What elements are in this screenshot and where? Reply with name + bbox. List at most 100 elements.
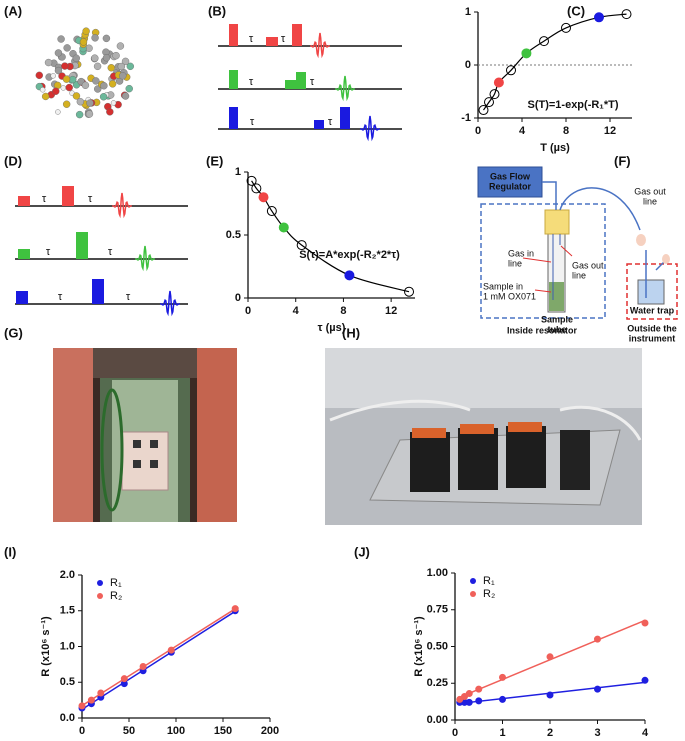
pulse [92,279,104,304]
diagram-label: Sample in [483,281,523,291]
tau-label: τ [58,291,63,303]
marker [641,676,649,684]
y-tick-label: 1 [235,166,241,178]
marker [404,286,415,297]
atom [65,83,73,92]
atom [100,82,108,90]
x-axis-label: T (µs) [540,142,570,154]
marker [344,270,355,281]
marker [489,89,500,100]
tau-label: τ [88,193,93,205]
marker [139,663,147,671]
marker [621,9,632,20]
pulse [62,186,74,206]
atom [93,62,102,71]
marker [120,675,128,683]
x-tick-label: 150 [214,725,232,737]
atom [69,75,77,84]
marker [266,206,277,217]
x-tick-label: 200 [261,725,279,737]
x-tick-label: 8 [340,305,346,317]
y-tick-label: 1.0 [60,640,75,652]
atom [54,66,63,75]
marker [465,690,473,698]
atom [102,34,111,43]
marker [97,689,105,697]
marker [561,22,571,33]
diagram-label: Sample [541,314,573,324]
atom [116,42,125,50]
tau-label: τ [42,193,47,205]
pulse [76,232,88,259]
diagram-label: Inside resonator [507,325,578,335]
x-tick-label: 0 [452,727,458,739]
y-tick-label: 2.0 [60,569,75,581]
x-tick-label: 2 [547,727,553,739]
atom [121,57,130,66]
atom [55,109,61,115]
panel-label: (H) [342,325,360,340]
y-tick-label: 1 [465,6,471,18]
panel-label: (C) [567,3,585,18]
atom [39,87,46,93]
diagram-label: Gas Flow [490,171,531,181]
echo [135,245,155,272]
panel-label: (G) [4,325,23,340]
atom [75,110,84,119]
tau-label: τ [126,291,131,303]
marker [594,635,601,643]
diagram-label: 1 mM OX071 [483,291,536,301]
marker [506,65,516,76]
tau-label: τ [108,246,113,258]
legend-marker [470,578,476,584]
diagram-label: line [643,196,657,206]
panel-label: (I) [4,544,16,559]
pulse [296,72,306,89]
marker [278,222,289,233]
atom [81,81,90,89]
pulse [16,291,28,304]
legend-label: R₁ [483,575,495,587]
photo-h [325,348,642,525]
x-tick-label: 0 [245,305,251,317]
atom [86,99,94,107]
atom [85,110,94,118]
pulse [18,196,30,206]
x-tick-label: 50 [123,725,135,737]
echo [360,115,380,142]
atom [52,87,60,95]
atom [82,27,90,35]
atom [76,98,85,106]
diagram-label: line [508,258,522,268]
y-tick-label: 0.5 [60,676,75,688]
marker [478,105,489,116]
annotation: S(τ)=A*exp(-R₂*2*τ) [299,249,400,261]
atom [107,64,115,72]
y-tick-label: 0.25 [427,677,448,689]
atom [41,92,50,101]
panel-label: (D) [4,153,22,168]
atom [99,93,108,101]
marker [167,646,175,654]
diagram-label: Gas out [572,260,604,270]
y-tick-label: 0.75 [427,604,448,616]
atom [106,108,114,116]
marker [594,12,604,23]
y-tick-label: 0 [465,59,471,71]
y-tick-label: 1.00 [427,567,448,579]
diagram-label: Water trap [630,305,675,315]
x-tick-label: 12 [385,305,397,317]
marker [641,619,649,627]
x-tick-label: 0 [79,725,85,737]
marker [258,192,269,203]
atom [108,80,117,88]
legend-marker [97,580,103,586]
diagram-label: instrument [629,333,676,343]
pulse [229,24,238,46]
fit-line [81,610,236,711]
legend-label: R₂ [110,590,122,602]
atom [72,54,80,62]
x-tick-label: 12 [604,125,616,137]
atom [61,62,69,70]
